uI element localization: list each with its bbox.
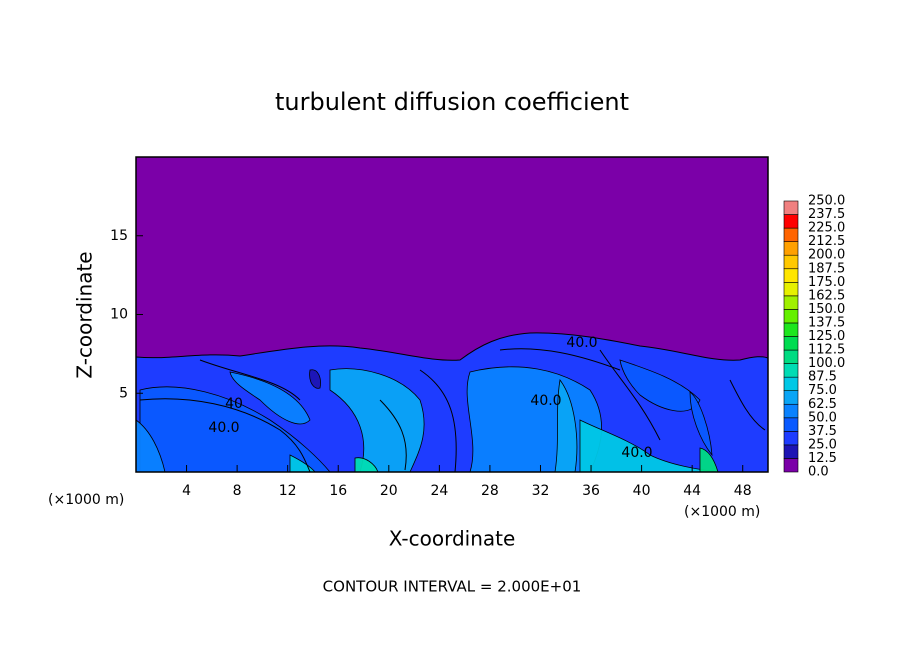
colorbar-box (783, 241, 799, 256)
colorbar-box (783, 322, 799, 337)
y-tick-label: 5 (119, 385, 128, 401)
colorbar-box (783, 214, 799, 229)
contour-label: 40.0 (621, 445, 652, 461)
x-unit-label: (×1000 m) (48, 492, 124, 508)
contour-line (199, 359, 301, 401)
y-tick-label: 15 (110, 228, 128, 244)
x-tick-label: 44 (683, 483, 701, 499)
x-tick-label: 24 (430, 483, 448, 499)
x-tick-label: 32 (532, 483, 550, 499)
colorbar-label: 225.0 (808, 221, 845, 236)
colorbar-label: 150.0 (808, 302, 845, 317)
colorbar-label: 62.5 (808, 397, 837, 412)
colorbar-label: 12.5 (808, 451, 837, 466)
colorbar-label: 0.0 (808, 465, 829, 480)
colorbar-box (783, 254, 799, 270)
x-tick-label: 28 (481, 483, 499, 499)
colorbar-label: 187.5 (808, 261, 845, 276)
x-tick-label: 4 (182, 483, 191, 499)
colorbar-label: 50.0 (808, 410, 837, 425)
field-region (229, 371, 311, 425)
x-tick-label: 16 (329, 483, 347, 499)
colorbar-label: 25.0 (808, 437, 837, 452)
contour-label: 40.0 (566, 335, 597, 351)
colorbar-box (783, 376, 799, 391)
contour-line (729, 379, 766, 431)
colorbar-label: 125.0 (808, 329, 845, 344)
x-axis-label: X-coordinate (389, 527, 516, 551)
contour-line (419, 369, 457, 473)
colorbar-box (783, 458, 799, 473)
contour-line (139, 398, 311, 473)
colorbar-box (783, 363, 799, 378)
colorbar-label: 237.5 (808, 207, 845, 222)
contour-line (599, 349, 661, 441)
field-region (309, 369, 321, 389)
colorbar-box (783, 281, 799, 297)
colorbar-box (783, 431, 799, 446)
field-region (329, 368, 425, 473)
colorbar-label: 175.0 (808, 275, 845, 290)
contour-label: 40.0 (208, 420, 239, 436)
colorbar-label: 162.5 (808, 288, 845, 303)
colorbar-box (783, 295, 799, 310)
x-tick-label: 36 (582, 483, 600, 499)
colorbar-label: 112.5 (808, 343, 845, 358)
field-region (139, 386, 331, 473)
colorbar-box (783, 309, 799, 324)
x-tick-label: 8 (233, 483, 242, 499)
colorbar-box (783, 349, 799, 364)
x-tick-label: 12 (279, 483, 297, 499)
colorbar-box (783, 444, 799, 459)
contour-line (379, 399, 407, 471)
colorbar-label: 100.0 (808, 356, 845, 371)
contour-label: 40 (225, 396, 243, 412)
y-axis-label: Z-coordinate (73, 251, 97, 378)
colorbar-label: 75.0 (808, 383, 837, 398)
colorbar-box (783, 390, 799, 405)
colorbar-box (783, 403, 799, 419)
contour-field: 40.0 40 40.0 40.0 40.0 (135, 157, 769, 473)
colorbar-label: 87.5 (808, 370, 837, 385)
colorbar-label: 250.0 (808, 194, 845, 209)
x-tick-label: 40 (633, 483, 651, 499)
x-unit-label: (×1000 m) (684, 504, 760, 520)
colorbar-box (783, 227, 799, 242)
colorbar-box (783, 268, 799, 283)
colorbar-box (783, 200, 799, 215)
colorbar-label: 37.5 (808, 424, 837, 439)
x-tick-label: 20 (380, 483, 398, 499)
colorbar-box (783, 336, 799, 351)
contour-line (499, 348, 621, 371)
field-region (619, 359, 701, 412)
footer-note: CONTOUR INTERVAL = 2.000E+01 (323, 578, 582, 596)
colorbar-label: 137.5 (808, 315, 845, 330)
colorbar-label: 200.0 (808, 248, 845, 263)
contour-label: 40.0 (530, 393, 561, 409)
x-tick-label: 48 (734, 483, 752, 499)
colorbar-box (783, 417, 799, 432)
field-region (689, 391, 713, 457)
chart-title: turbulent diffusion coefficient (275, 88, 629, 116)
colorbar-label: 212.5 (808, 234, 845, 249)
y-tick-label: 10 (110, 307, 128, 323)
